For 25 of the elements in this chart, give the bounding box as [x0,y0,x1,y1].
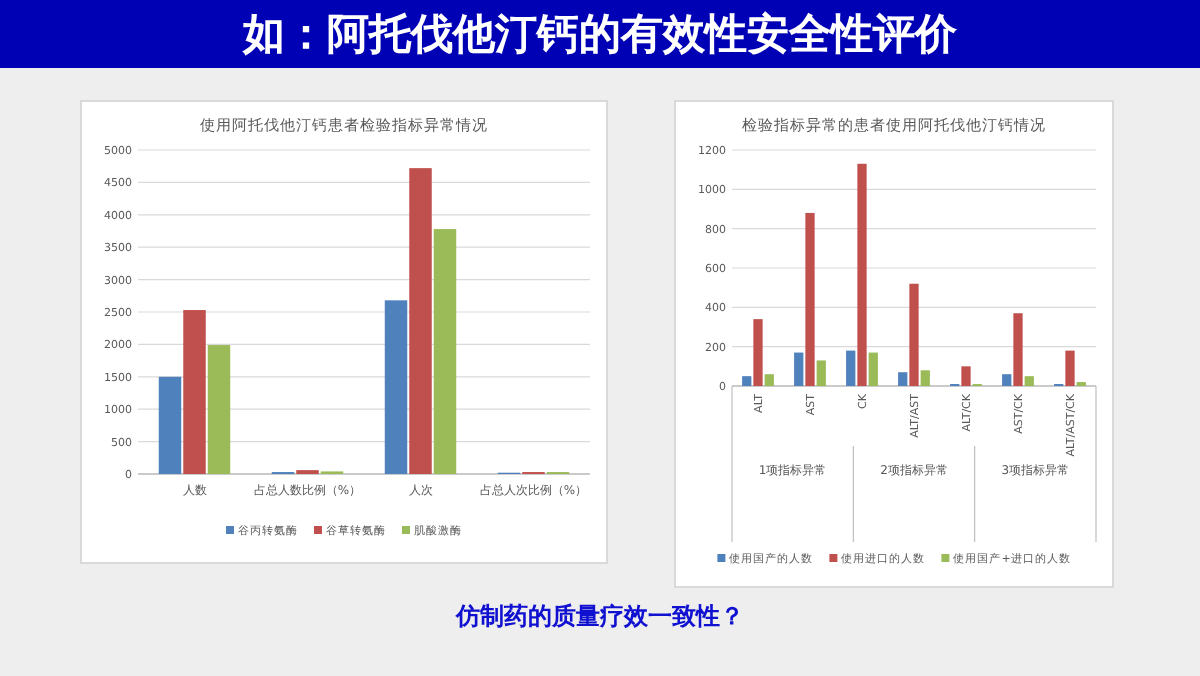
bar [1065,350,1075,386]
bar [183,310,206,474]
bar [868,352,878,386]
bar [805,212,815,386]
bar [816,360,826,386]
bar [909,283,919,386]
bar [409,168,432,474]
text: 如：阿托伐他汀钙的有效性安全性评价 [0,0,1200,68]
text: 仿制药的质量疗效一致性？ [453,600,746,634]
bar [857,163,867,386]
bar [1002,374,1012,386]
bar [1024,376,1034,386]
bar [764,374,774,386]
bar [207,345,231,474]
bar [433,229,457,474]
bar [753,319,763,386]
bar [846,350,856,386]
bar [920,370,930,386]
bar [158,376,182,474]
bar [898,372,908,386]
bar [742,376,752,386]
bar [1013,313,1023,386]
bar [384,300,408,474]
bar [794,352,804,386]
bar [961,366,971,386]
